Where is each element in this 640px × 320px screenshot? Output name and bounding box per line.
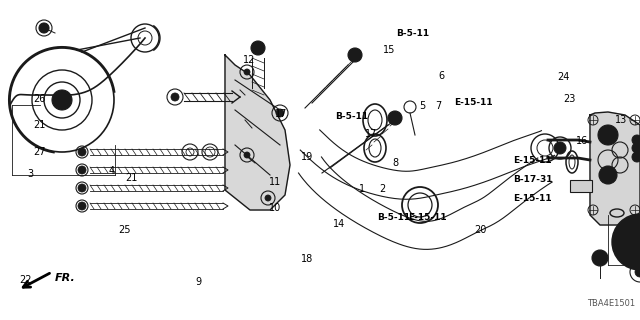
Text: 27: 27 — [33, 147, 46, 157]
Circle shape — [276, 109, 284, 117]
Text: 13: 13 — [614, 115, 627, 125]
Circle shape — [603, 130, 613, 140]
Text: E-15-11: E-15-11 — [513, 194, 552, 203]
Circle shape — [78, 148, 86, 156]
Circle shape — [632, 152, 640, 162]
Text: 12: 12 — [243, 55, 256, 65]
Text: TBA4E1501: TBA4E1501 — [587, 299, 635, 308]
Circle shape — [388, 111, 402, 125]
Circle shape — [630, 232, 640, 252]
Circle shape — [171, 93, 179, 101]
Text: 9: 9 — [195, 276, 202, 287]
Text: 24: 24 — [557, 72, 570, 82]
Text: 20: 20 — [474, 225, 486, 236]
Polygon shape — [590, 112, 640, 225]
Text: 4: 4 — [109, 166, 115, 176]
Text: 16: 16 — [576, 136, 589, 146]
Circle shape — [78, 184, 86, 192]
Text: 3: 3 — [28, 169, 34, 180]
Circle shape — [592, 250, 608, 266]
Text: 8: 8 — [392, 158, 399, 168]
Text: 2: 2 — [380, 184, 386, 194]
Circle shape — [78, 166, 86, 174]
Circle shape — [57, 95, 67, 105]
Circle shape — [635, 267, 640, 277]
Text: 1: 1 — [358, 184, 365, 194]
Text: B-5-11: B-5-11 — [377, 213, 410, 222]
Text: E-15-11: E-15-11 — [408, 213, 447, 222]
Polygon shape — [225, 55, 290, 210]
Circle shape — [612, 214, 640, 270]
Text: 6: 6 — [438, 71, 445, 81]
Circle shape — [244, 69, 250, 75]
Circle shape — [632, 143, 640, 153]
Text: 25: 25 — [118, 225, 131, 236]
Text: 21: 21 — [33, 120, 46, 130]
Circle shape — [637, 232, 640, 238]
Text: 22: 22 — [19, 275, 32, 285]
Circle shape — [348, 48, 362, 62]
Text: FR.: FR. — [55, 273, 76, 283]
Text: 10: 10 — [269, 203, 282, 213]
Text: 23: 23 — [563, 94, 576, 104]
Text: 5: 5 — [419, 100, 426, 111]
Text: B-5-11: B-5-11 — [335, 112, 369, 121]
Text: 17: 17 — [365, 129, 378, 140]
Text: 21: 21 — [125, 172, 138, 183]
Text: 15: 15 — [383, 44, 396, 55]
Text: 18: 18 — [301, 254, 314, 264]
Text: E-15-11: E-15-11 — [513, 156, 552, 165]
Text: B-17-31: B-17-31 — [513, 175, 552, 184]
Text: E-15-11: E-15-11 — [454, 98, 493, 107]
Circle shape — [39, 23, 49, 33]
Circle shape — [598, 125, 618, 145]
Text: 7: 7 — [435, 100, 442, 111]
Text: 26: 26 — [33, 94, 46, 104]
Text: 19: 19 — [301, 152, 314, 162]
Circle shape — [52, 90, 72, 110]
Circle shape — [244, 152, 250, 158]
Circle shape — [265, 195, 271, 201]
Text: B-5-11: B-5-11 — [396, 29, 429, 38]
Circle shape — [632, 244, 640, 254]
Text: 14: 14 — [333, 219, 346, 229]
Circle shape — [554, 142, 566, 154]
Circle shape — [78, 202, 86, 210]
Circle shape — [632, 135, 640, 145]
Circle shape — [251, 41, 265, 55]
Circle shape — [622, 224, 640, 260]
Bar — [570, 180, 592, 192]
Text: 17: 17 — [275, 108, 288, 119]
Text: 11: 11 — [269, 177, 282, 188]
Circle shape — [599, 166, 617, 184]
